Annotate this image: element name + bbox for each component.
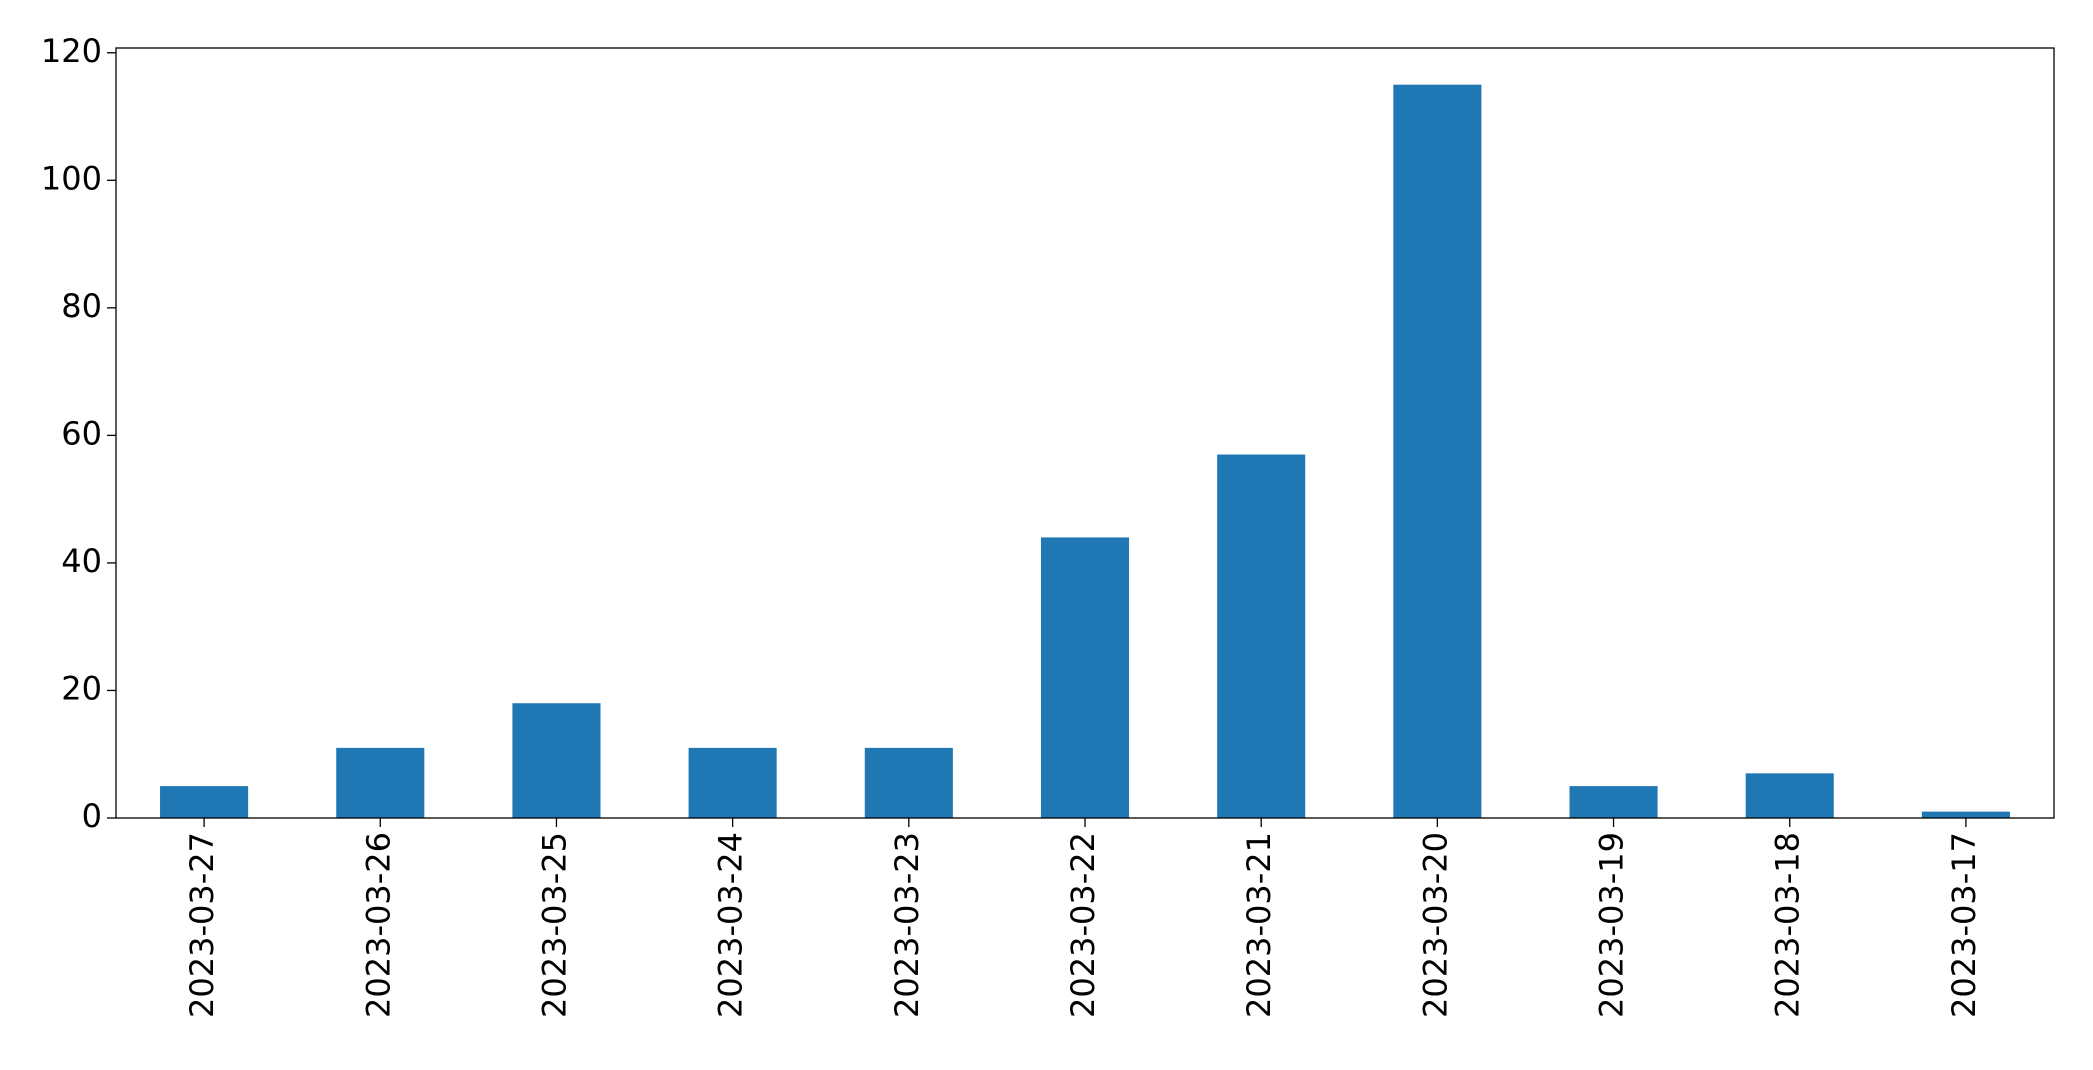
bar [1745,773,1834,818]
y-tick-label: 100 [41,159,102,197]
x-tick-label: 2023-03-27 [183,832,221,1018]
y-tick-label: 20 [61,669,102,707]
x-tick-label: 2023-03-25 [535,832,573,1018]
x-tick-label: 2023-03-20 [1416,832,1454,1018]
x-tick-label: 2023-03-21 [1240,832,1278,1018]
x-tick-label: 2023-03-18 [1769,832,1807,1018]
y-tick-label: 120 [41,32,102,70]
bar [1217,454,1306,818]
x-tick-label: 2023-03-22 [1064,832,1102,1018]
bar [1569,786,1658,818]
bar [864,747,953,818]
x-tick-label: 2023-03-17 [1945,832,1983,1018]
bar [336,747,425,818]
bar [688,747,777,818]
x-tick-label: 2023-03-24 [712,832,750,1018]
bar [1040,537,1130,818]
y-tick-label: 80 [61,287,102,325]
bar [512,703,601,818]
bar [160,786,249,818]
x-tick-label: 2023-03-26 [359,832,397,1018]
y-tick-label: 60 [61,414,102,452]
y-tick-label: 0 [82,797,102,835]
x-tick-label: 2023-03-23 [888,832,926,1018]
y-tick-label: 40 [61,542,102,580]
bar [1393,84,1482,818]
plot-frame [115,47,2055,819]
bar [1921,811,2010,818]
x-tick-label: 2023-03-19 [1593,832,1631,1018]
